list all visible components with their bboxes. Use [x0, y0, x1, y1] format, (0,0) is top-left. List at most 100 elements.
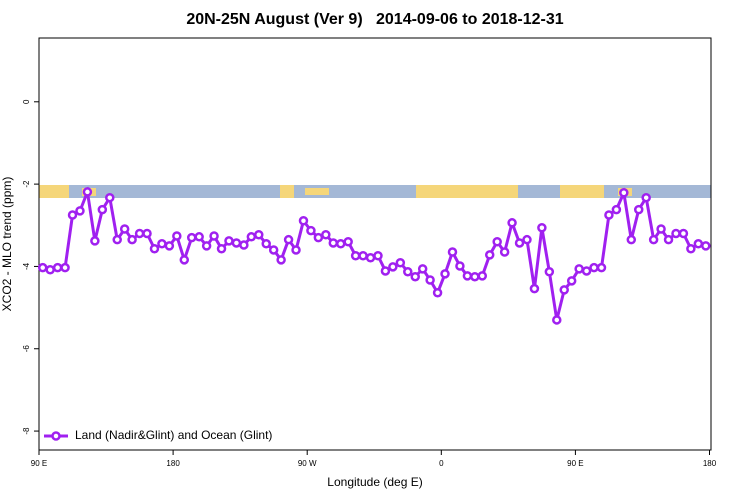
data-point: [112, 234, 122, 245]
data-point: [119, 224, 130, 234]
data-point: [328, 238, 339, 248]
x-tick-label: 90 W: [298, 459, 317, 468]
data-point: [470, 271, 480, 282]
data-point: [388, 262, 398, 272]
data-point: [663, 234, 674, 245]
data-point: [157, 239, 167, 249]
data-point: [373, 250, 383, 261]
data-point: [499, 247, 510, 257]
data-point: [209, 231, 219, 241]
data-point: [619, 188, 629, 198]
land-patch: [416, 185, 518, 198]
data-point: [380, 266, 391, 276]
land-patch: [305, 188, 329, 195]
data-point: [671, 228, 681, 239]
data-point: [179, 255, 190, 265]
data-point: [306, 225, 316, 236]
data-point: [626, 234, 637, 245]
data-point: [172, 231, 182, 241]
data-point: [477, 271, 488, 281]
data-point: [343, 236, 353, 247]
data-point: [693, 239, 704, 249]
land-patch: [560, 185, 604, 198]
data-point: [507, 218, 517, 228]
data-point: [484, 250, 495, 260]
data-point: [52, 262, 63, 273]
data-point: [604, 210, 614, 220]
data-point: [403, 267, 413, 277]
y-tick-label: -8: [22, 427, 31, 435]
data-point: [425, 275, 435, 285]
data-point: [149, 243, 160, 254]
data-point: [566, 276, 577, 286]
data-point: [105, 192, 115, 203]
data-point: [581, 266, 592, 276]
data-point: [589, 262, 599, 273]
x-tick-label: 90 E: [567, 459, 583, 468]
data-point: [216, 243, 227, 254]
data-point: [701, 241, 711, 251]
land-patch: [39, 185, 69, 198]
y-tick-label: -2: [22, 180, 31, 188]
data-point: [37, 262, 48, 273]
x-tick-label: 180: [166, 459, 180, 468]
data-point: [224, 236, 234, 246]
data-point: [268, 245, 279, 255]
plot-frame: [38, 37, 712, 451]
data-point: [492, 236, 502, 247]
data-point: [321, 229, 331, 240]
data-point: [313, 232, 324, 243]
data-point: [529, 283, 540, 294]
data-point: [194, 232, 204, 242]
data-point: [134, 228, 145, 239]
data-point: [537, 222, 547, 233]
data-point: [462, 271, 473, 281]
legend-label: Land (Nadir&Glint) and Ocean (Glint): [75, 428, 272, 442]
data-point: [298, 215, 309, 226]
data-point: [611, 204, 622, 215]
data-point: [455, 261, 465, 271]
data-point: [127, 234, 137, 245]
y-tick-label: 0: [22, 99, 31, 104]
data-point: [254, 229, 264, 240]
data-point: [432, 288, 443, 298]
data-point: [60, 262, 70, 273]
data-point: [201, 241, 212, 251]
y-axis-title: XCO2 - MLO trend (ppm): [0, 177, 14, 312]
x-tick-label: 180: [703, 459, 717, 468]
data-point: [596, 262, 607, 273]
x-axis-title: Longitude (deg E): [327, 475, 422, 489]
x-tick-label: 0: [439, 459, 444, 468]
data-point: [350, 250, 361, 261]
data-point: [231, 238, 242, 248]
data-point: [142, 228, 152, 239]
data-point: [522, 234, 532, 245]
data-point: [246, 232, 257, 242]
legend-marker: [51, 431, 61, 441]
x-tick-label: 90 E: [31, 459, 47, 468]
data-point: [239, 240, 249, 250]
ocean-strip: [39, 185, 711, 198]
data-point: [440, 269, 450, 279]
data-point: [678, 228, 689, 239]
data-point: [283, 234, 294, 245]
data-point: [365, 253, 376, 263]
data-point: [186, 232, 197, 243]
data-point: [261, 239, 271, 249]
data-point: [395, 257, 406, 268]
data-point: [97, 204, 108, 215]
data-point: [164, 241, 175, 251]
data-point: [335, 239, 346, 249]
land-patch: [280, 185, 294, 198]
data-point: [75, 206, 85, 216]
data-point: [633, 204, 644, 215]
data-point: [67, 210, 78, 220]
data-point: [276, 255, 286, 265]
data-point: [559, 285, 569, 295]
data-point: [544, 267, 555, 277]
data-point: [656, 224, 666, 234]
data-point: [514, 238, 525, 248]
data-point: [291, 245, 301, 255]
